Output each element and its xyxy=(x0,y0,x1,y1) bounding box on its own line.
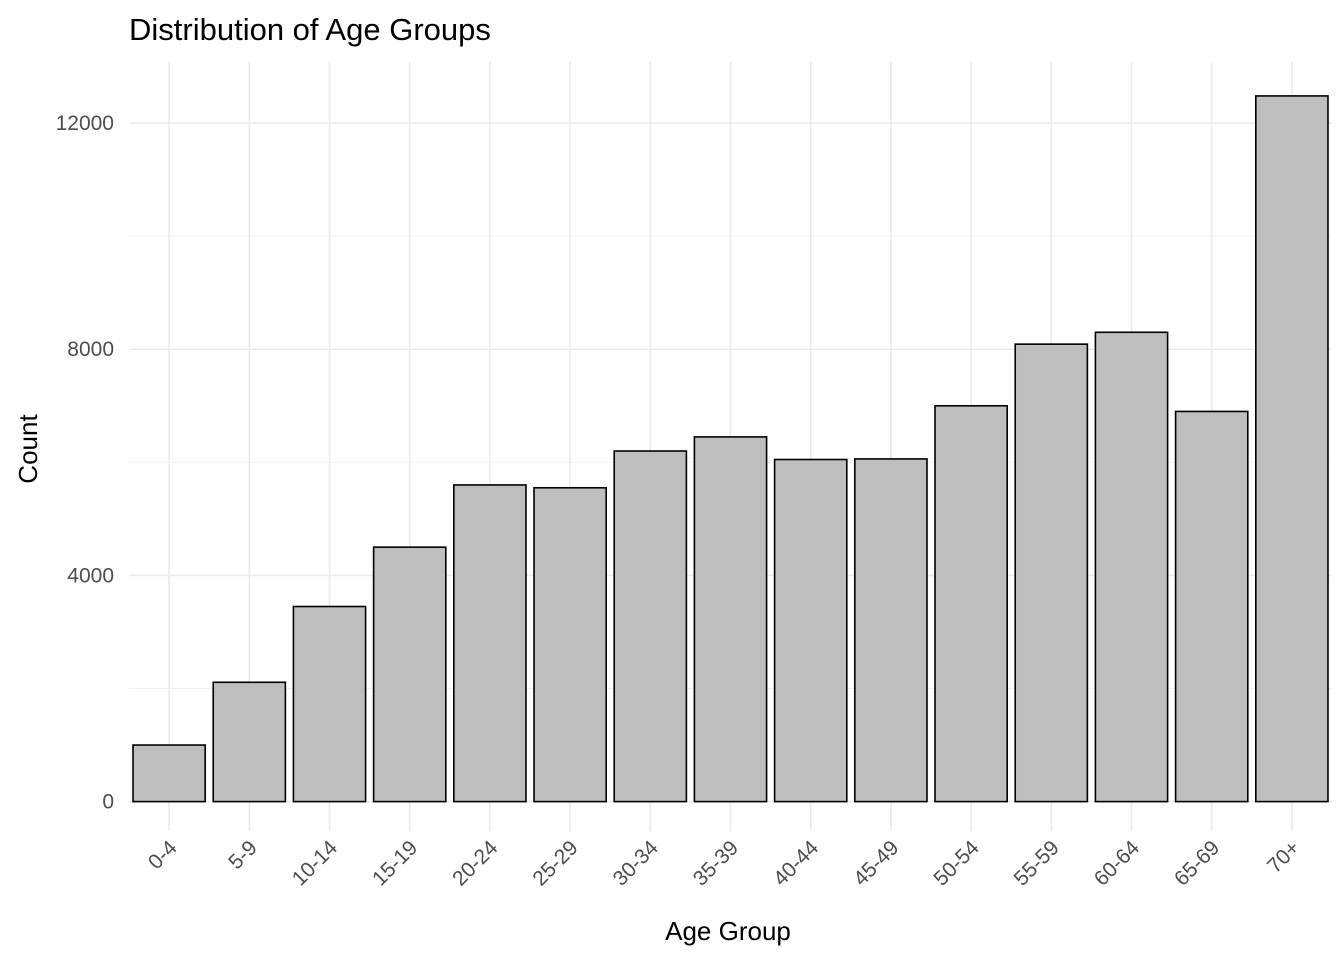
bars xyxy=(132,95,1329,803)
bar-50-54 xyxy=(934,404,1008,803)
bar-45-49 xyxy=(854,458,928,803)
x-tick-label: 5-9 xyxy=(224,836,262,874)
bar-65-69 xyxy=(1174,410,1249,803)
x-tick-label: 20-24 xyxy=(448,836,502,890)
bar-35-39 xyxy=(693,436,768,803)
x-tick-label: 70+ xyxy=(1263,836,1304,877)
bar-40-44 xyxy=(773,458,848,803)
y-axis-title: Count xyxy=(13,414,43,484)
x-tick-label: 45-49 xyxy=(849,836,903,890)
y-tick-label: 4000 xyxy=(67,564,114,587)
x-tick-label: 15-19 xyxy=(368,836,422,890)
x-tick-label: 25-29 xyxy=(528,836,582,890)
x-tick-label: 40-44 xyxy=(769,836,823,890)
bar-5-9 xyxy=(212,681,287,803)
y-tick-label: 0 xyxy=(102,791,114,814)
x-tick-label: 10-14 xyxy=(288,836,342,890)
x-tick-label: 55-59 xyxy=(1010,836,1064,890)
bar-0-4 xyxy=(132,744,206,803)
bar-70+ xyxy=(1255,95,1329,803)
bar-60-64 xyxy=(1094,331,1169,803)
y-axis-ticks: 0 4000 8000 12000 xyxy=(56,112,114,814)
x-tick-label: 35-39 xyxy=(689,836,743,890)
y-tick-label: 12000 xyxy=(56,112,114,135)
bar-30-34 xyxy=(613,450,688,803)
chart-title: Distribution of Age Groups xyxy=(129,12,491,47)
bar-10-14 xyxy=(292,605,367,803)
y-tick-label: 8000 xyxy=(67,338,114,361)
x-tick-label: 50-54 xyxy=(929,836,983,890)
x-axis-title: Age Group xyxy=(665,916,791,946)
bar-25-29 xyxy=(533,486,607,803)
bar-15-19 xyxy=(372,546,447,803)
x-tick-label: 0-4 xyxy=(144,836,182,874)
x-axis-ticks: 0-4 5-9 10-14 15-19 20-24 25-29 30-34 35-39 40-4… xyxy=(144,836,1305,890)
x-tick-label: 30-34 xyxy=(609,836,663,890)
x-tick-label: 60-64 xyxy=(1090,836,1144,890)
x-tick-label: 65-69 xyxy=(1170,836,1224,890)
bar-55-59 xyxy=(1014,343,1089,803)
bar-20-24 xyxy=(453,484,527,803)
